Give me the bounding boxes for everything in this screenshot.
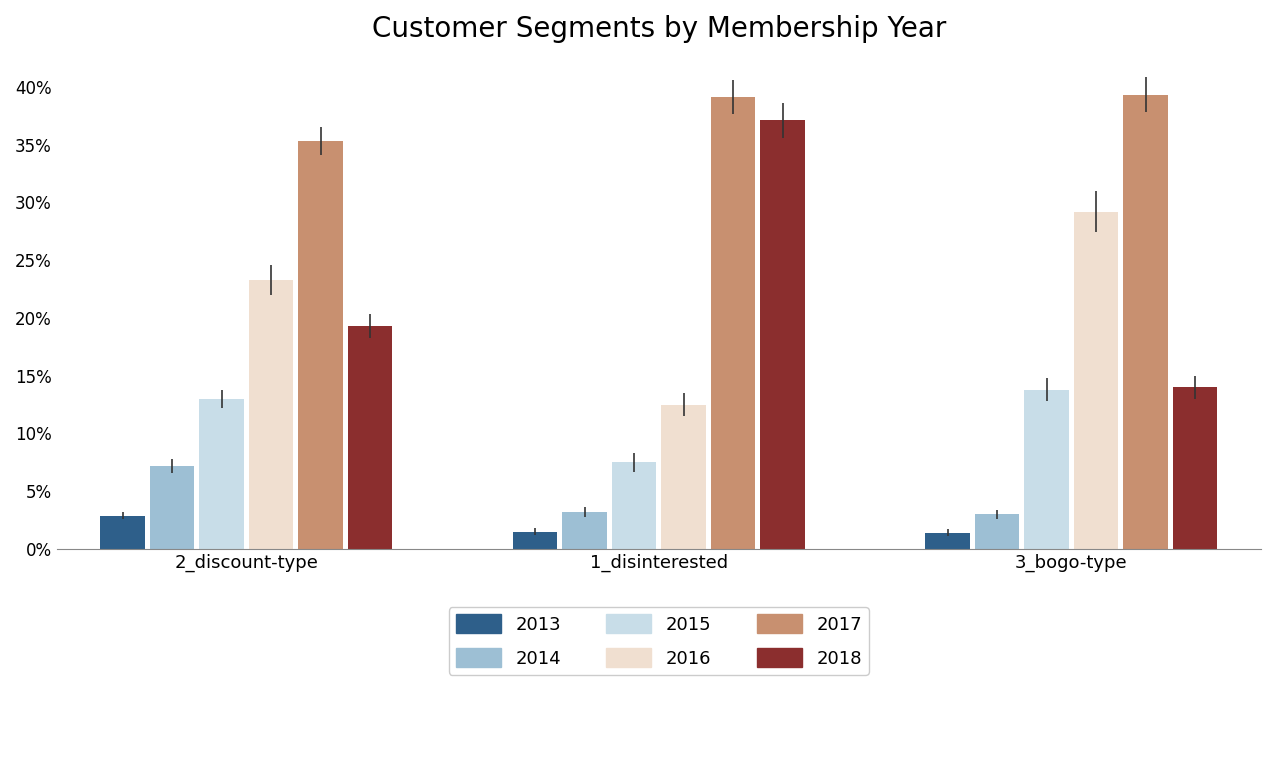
Bar [1123,95,1168,549]
Bar [925,533,970,549]
Bar [348,326,392,549]
Bar [249,280,293,549]
Bar [299,141,343,549]
Bar [711,97,755,549]
Bar [513,532,558,549]
Title: Customer Segments by Membership Year: Customer Segments by Membership Year [371,15,946,43]
Bar [101,515,145,549]
Bar [199,399,244,549]
Bar [1025,390,1069,549]
Bar [975,515,1020,549]
Bar [760,120,805,549]
Bar [661,404,706,549]
Bar [1073,211,1118,549]
Bar [1173,388,1217,549]
Legend: 2013, 2014, 2015, 2016, 2017, 2018: 2013, 2014, 2015, 2016, 2017, 2018 [449,607,869,675]
Bar [563,512,607,549]
Bar [611,462,656,549]
Bar [149,466,194,549]
